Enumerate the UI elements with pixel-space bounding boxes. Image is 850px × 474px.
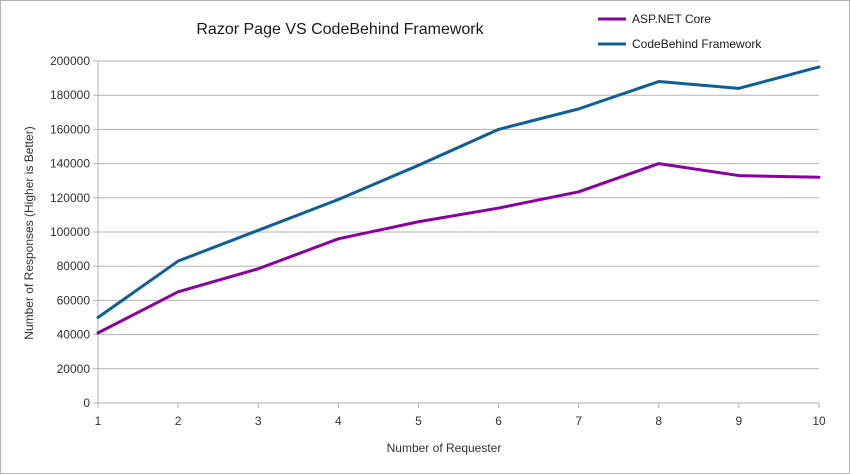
x-tick-label: 9 [736,414,743,428]
legend: ASP.NET Core CodeBehind Framework [598,12,762,51]
x-tick-label: 5 [415,414,422,428]
y-tick-label: 200000 [50,54,90,68]
y-tick-label: 80000 [57,259,91,273]
y-tick-label: 100000 [50,225,90,239]
gridlines [93,60,819,404]
y-tick-label: 60000 [57,293,91,307]
y-tick-label: 160000 [50,122,90,136]
y-tick-label: 40000 [57,328,91,342]
x-tick-label: 10 [812,414,826,428]
x-tick-label: 6 [495,414,502,428]
y-axis-label: Number of Responses (Higher is Better) [22,126,36,339]
axes [97,61,820,408]
x-tick-label: 7 [575,414,582,428]
legend-label-1: CodeBehind Framework [632,37,762,51]
x-tick-label: 2 [175,414,182,428]
chart-title: Razor Page VS CodeBehind Framework [196,21,484,38]
series-line-0 [96,162,821,335]
y-tick-label: 140000 [50,157,90,171]
x-tick-labels: 1 2 3 4 5 6 7 8 9 10 [95,414,826,428]
y-tick-label: 120000 [50,191,90,205]
y-tick-labels: 0 20000 40000 60000 80000 100000 120000 140000 1… [50,54,90,410]
series-lines [96,65,821,335]
legend-label-0: ASP.NET Core [632,12,711,26]
series-line-1 [96,65,821,319]
x-tick-label: 8 [655,414,662,428]
y-tick-label: 20000 [57,362,91,376]
x-axis-label: Number of Requester [387,441,502,455]
y-tick-label: 0 [83,396,90,410]
x-tick-label: 1 [95,414,102,428]
y-tick-label: 180000 [50,88,90,102]
x-tick-label: 4 [335,414,342,428]
x-tick-label: 3 [255,414,262,428]
